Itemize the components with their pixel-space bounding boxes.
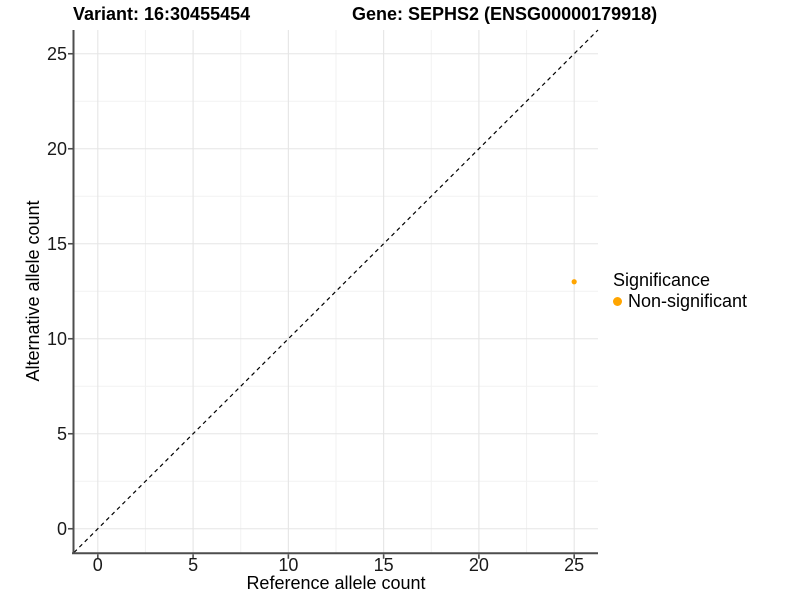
x-tick-label: 20 (469, 555, 489, 575)
legend-point-icon (613, 297, 622, 306)
legend: Significance Non-significant (613, 270, 747, 311)
x-axis-label: Reference allele count (246, 573, 426, 593)
legend-entry-label: Non-significant (628, 291, 748, 311)
chart-title-variant: Variant: 16:30455454 (73, 4, 251, 24)
x-tick-label: 10 (278, 555, 298, 575)
x-tick-label: 25 (564, 555, 584, 575)
x-tick-label: 0 (93, 555, 103, 575)
y-tick-label: 5 (57, 424, 67, 444)
y-axis-label: Alternative allele count (23, 200, 43, 382)
identity-dashed-line (73, 29, 599, 553)
y-tick-label: 10 (47, 329, 67, 349)
chart-title-gene: Gene: SEPHS2 (ENSG00000179918) (352, 4, 658, 24)
y-tick-label: 25 (47, 44, 67, 64)
y-tick-label: 0 (57, 519, 67, 539)
x-tick-label: 15 (374, 555, 394, 575)
y-tick-label: 20 (47, 139, 67, 159)
x-tick-label: 5 (188, 555, 198, 575)
legend-title: Significance (613, 270, 711, 290)
legend-entry: Non-significant (613, 292, 747, 311)
y-tick-label: 15 (47, 234, 67, 254)
data-point (571, 279, 577, 285)
